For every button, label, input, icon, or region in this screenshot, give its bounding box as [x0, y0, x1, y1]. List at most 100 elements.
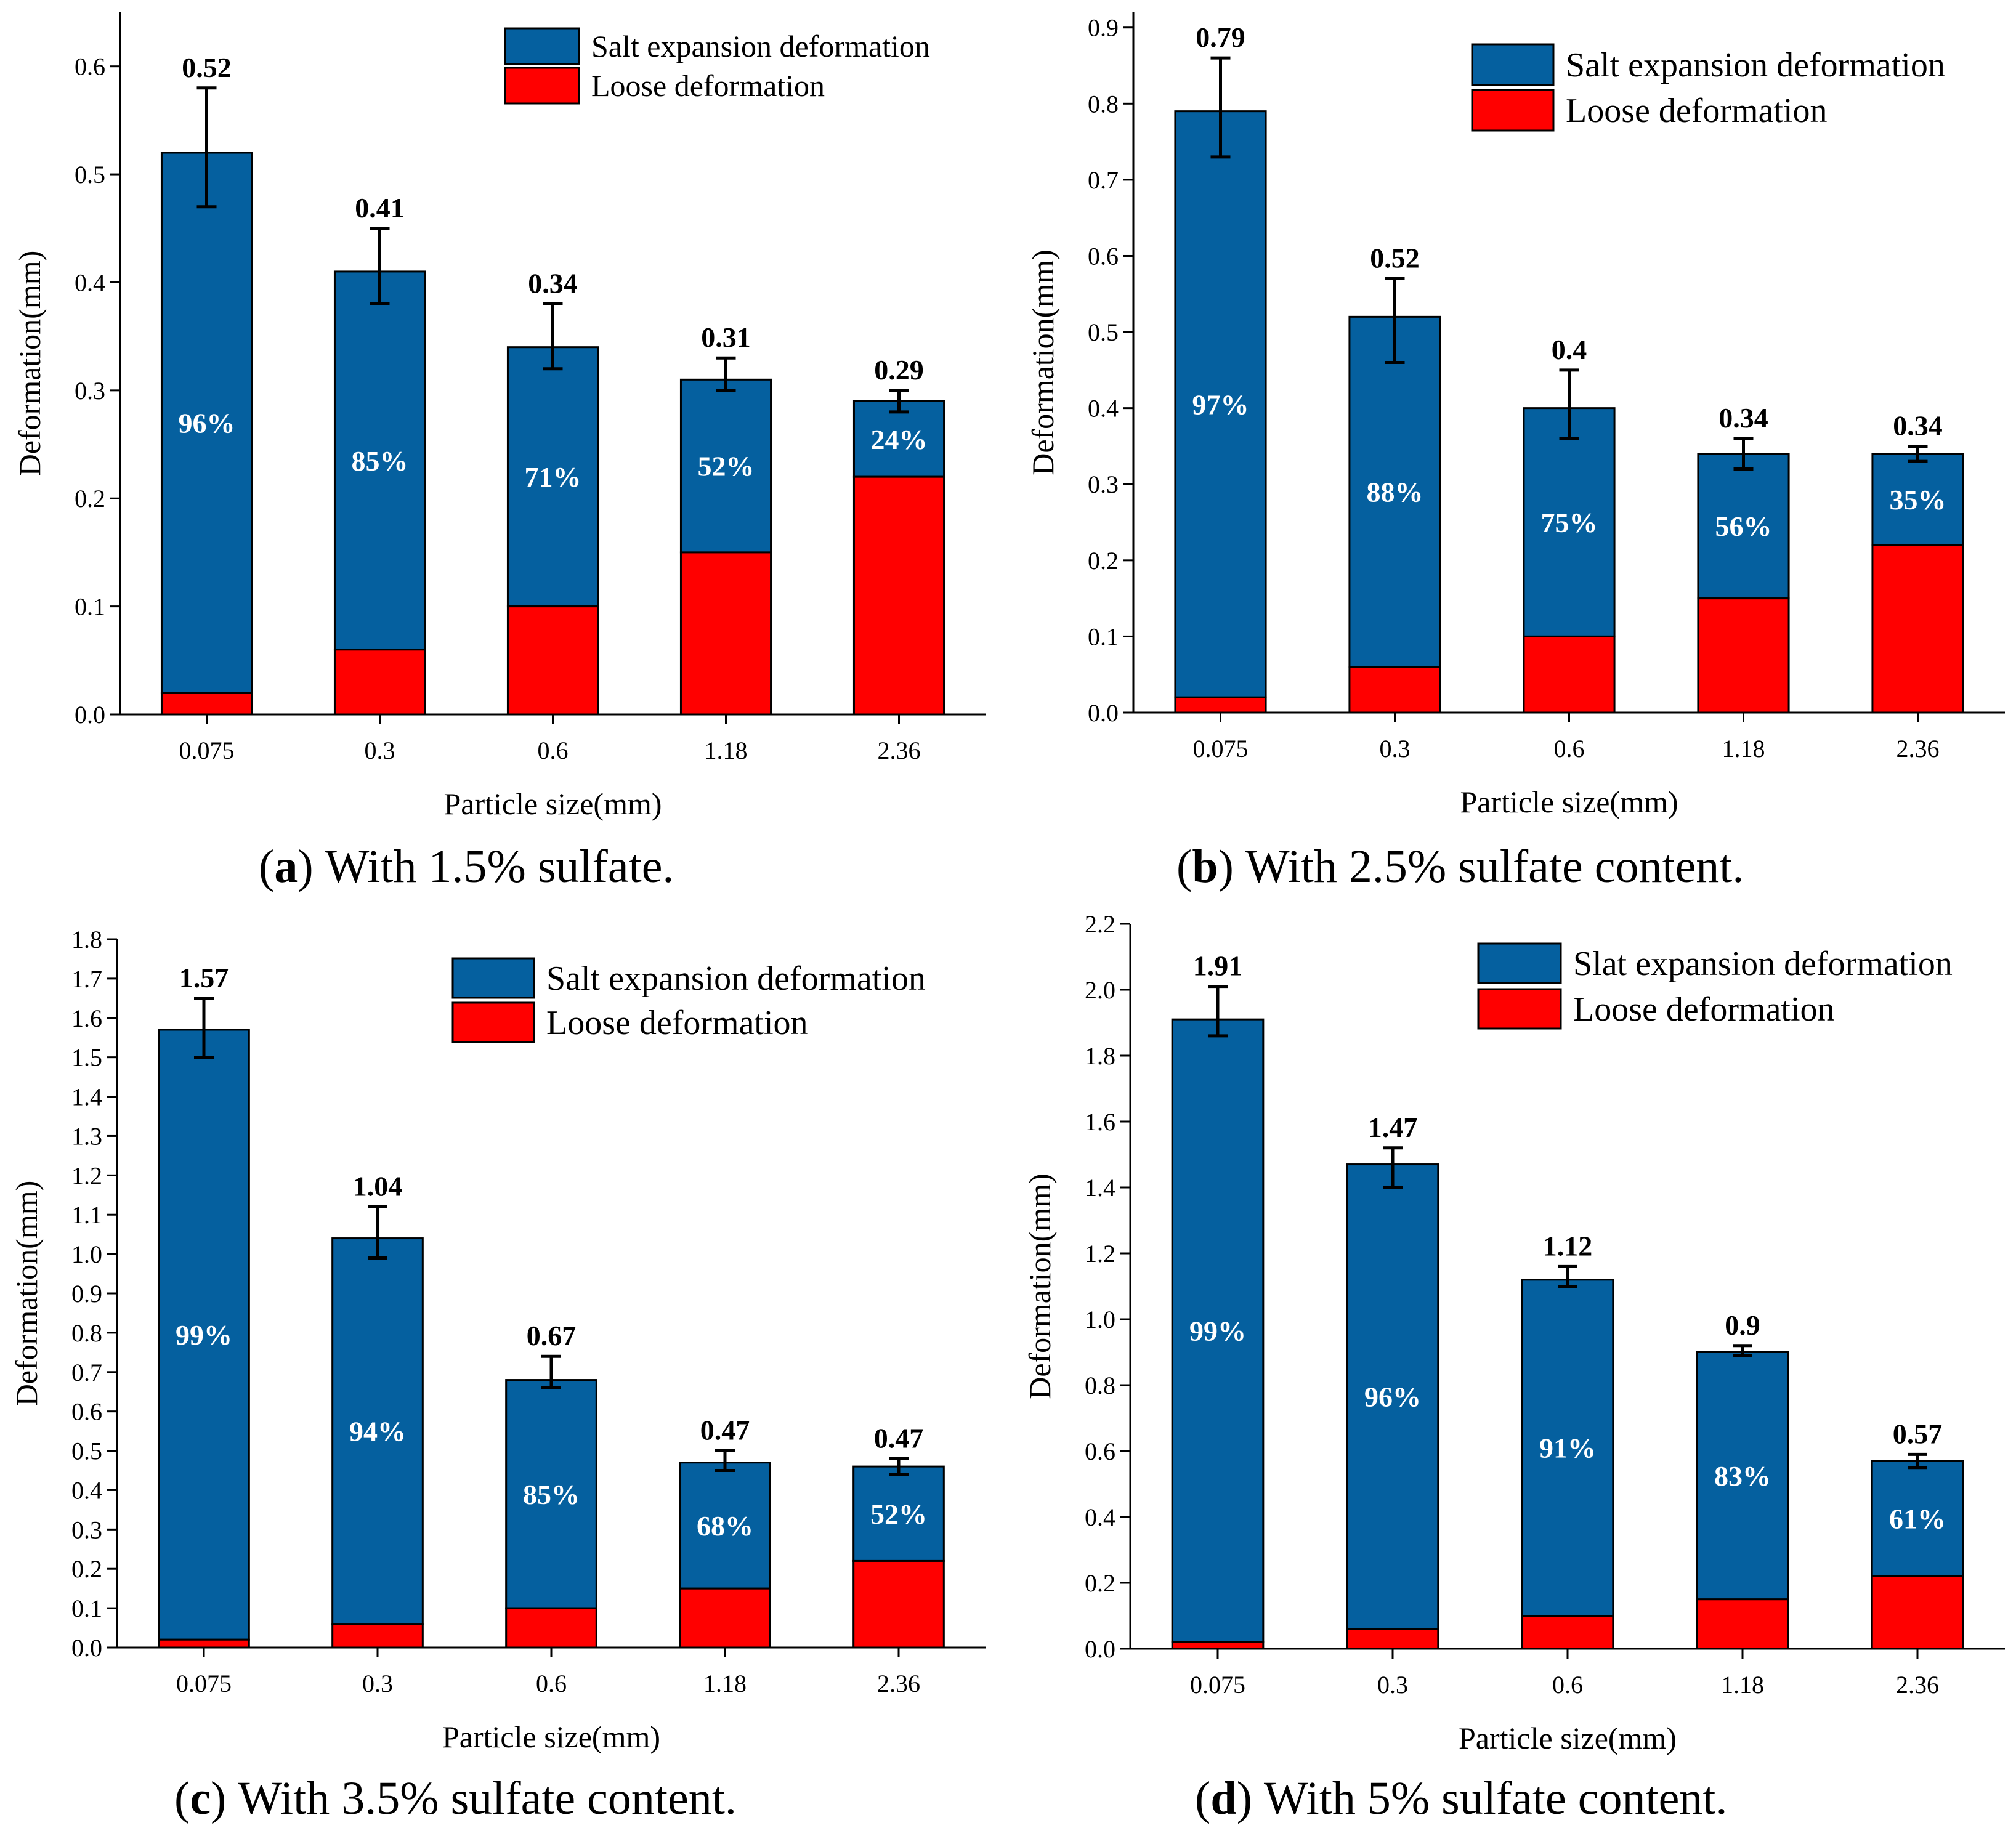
legend: Slat expansion deformation Loose deformat…	[1477, 942, 1953, 1030]
bar-loose	[331, 1623, 424, 1649]
percent-label: 85%	[352, 445, 408, 477]
caption-letter: c	[190, 1773, 211, 1824]
y-axis-title: Deformation(mm)	[1022, 1173, 1057, 1399]
percent-label: 52%	[698, 451, 755, 482]
total-value-label: 0.52	[182, 52, 232, 83]
x-tick-label: 0.3	[1377, 1671, 1408, 1699]
chart-panel-d: 0.0 0.2 0.4 0.6 0.8 1.0 1.2 1.4 1.6 1.8 2.0 2.2 1.91…	[1022, 910, 2005, 1824]
y-tick-label: 0.6	[75, 53, 105, 81]
percent-label: 56%	[1715, 511, 1772, 542]
bar-salt-expansion	[1696, 1351, 1789, 1601]
bar-salt-expansion	[160, 152, 253, 694]
total-value-label: 0.34	[528, 268, 578, 299]
y-tick-label: 0.4	[75, 269, 105, 296]
legend: Salt expansion deformation Loose deformat…	[504, 27, 930, 105]
caption-paren: (	[259, 841, 274, 892]
x-axis-title: Particle size(mm)	[443, 787, 662, 821]
caption-paren: (	[174, 1773, 190, 1824]
y-tick-label: 0.1	[75, 593, 105, 621]
legend-entry: Loose deformation	[1573, 990, 1835, 1029]
percent-label: 35%	[1890, 484, 1946, 516]
percent-label: 61%	[1889, 1503, 1946, 1535]
x-tick-label: 1.18	[705, 737, 748, 764]
legend-swatch-salt	[504, 27, 580, 65]
y-tick-label: 1.4	[71, 1083, 102, 1111]
percent-label: 94%	[349, 1416, 406, 1447]
total-value-label: 0.31	[701, 322, 751, 353]
chart-panel-b: 0.0 0.1 0.2 0.3 0.4 0.5 0.6 0.7 0.8 0.9 0.79 97% 0.0…	[1026, 12, 2005, 892]
bar-salt-expansion	[1871, 1460, 1964, 1577]
bar-loose	[679, 551, 772, 716]
y-tick-label: 1.1	[71, 1201, 102, 1229]
legend-entry: Slat expansion deformation	[1573, 945, 1953, 983]
y-tick-label: 1.2	[1085, 1240, 1115, 1268]
x-axis-title: Particle size(mm)	[1460, 785, 1678, 819]
y-tick-label: 1.2	[71, 1162, 102, 1189]
total-value-label: 0.52	[1370, 243, 1420, 274]
x-tick-label: 0.6	[538, 737, 569, 764]
panel-caption: (d) With 5% sulfate content.	[1195, 1773, 1727, 1824]
percent-label: 91%	[1539, 1433, 1596, 1464]
y-tick-label: 0.6	[71, 1398, 102, 1426]
total-value-label: 1.12	[1543, 1230, 1593, 1261]
y-tick-label: 0.0	[71, 1634, 102, 1662]
total-value-label: 0.57	[1893, 1418, 1943, 1449]
y-tick-label: 1.0	[1085, 1306, 1115, 1333]
bar-salt-expansion	[333, 270, 426, 651]
x-tick-label: 0.3	[365, 737, 395, 764]
x-tick-label: 2.36	[877, 1670, 920, 1697]
bar-loose	[1871, 544, 1964, 714]
legend: Salt expansion deformation Loose deformat…	[451, 957, 926, 1043]
panel-caption: (b) With 2.5% sulfate content.	[1176, 841, 1744, 892]
y-tick-label: 0.0	[1085, 1635, 1115, 1663]
y-tick-label: 0.8	[71, 1319, 102, 1347]
caption-paren: (	[1176, 841, 1192, 892]
legend-entry: Loose deformation	[1566, 92, 1828, 130]
bar-salt-expansion	[1346, 1163, 1439, 1630]
y-tick-label: 1.4	[1085, 1174, 1115, 1202]
caption-text: With 3.5% sulfate content.	[226, 1773, 737, 1824]
bar-loose	[1871, 1575, 1964, 1650]
caption-paren: )	[1237, 1773, 1252, 1824]
x-tick-label: 0.6	[1554, 735, 1585, 762]
y-tick-label: 0.8	[1088, 90, 1119, 118]
y-tick-label: 0.8	[1085, 1372, 1115, 1399]
x-tick-label: 2.36	[1896, 1671, 1939, 1699]
caption-text: With 1.5% sulfate.	[314, 841, 674, 892]
bar-salt-expansion	[1171, 1018, 1265, 1643]
legend-entry: Loose deformation	[546, 1004, 808, 1042]
y-tick-label: 0.7	[1088, 166, 1119, 194]
x-tick-label: 0.075	[176, 1670, 232, 1697]
legend-swatch-salt	[1471, 43, 1555, 86]
caption-paren: )	[298, 841, 313, 892]
percent-label: 52%	[870, 1498, 927, 1530]
legend: Salt expansion deformation Loose deformat…	[1471, 43, 1945, 132]
bar-salt-expansion	[1871, 453, 1964, 546]
percent-label: 71%	[525, 461, 581, 493]
y-tick-label: 1.3	[71, 1122, 102, 1150]
total-value-label: 1.91	[1193, 950, 1243, 982]
bar-loose	[1171, 1641, 1265, 1650]
panel-caption: (a) With 1.5% sulfate.	[259, 841, 674, 892]
bar-loose	[333, 649, 426, 716]
percent-label: 96%	[179, 407, 235, 439]
total-value-label: 0.67	[527, 1320, 577, 1351]
x-tick-label: 0.6	[1552, 1671, 1583, 1699]
legend-swatch-loose	[1471, 89, 1555, 132]
bar-salt-expansion	[1521, 1279, 1614, 1617]
caption-letter: a	[274, 841, 298, 892]
y-tick-label: 0.4	[1088, 395, 1119, 423]
caption-paren: )	[211, 1773, 226, 1824]
percent-label: 96%	[1364, 1381, 1421, 1413]
y-tick-label: 0.2	[71, 1555, 102, 1583]
bar-loose	[1521, 1615, 1614, 1650]
legend-entry: Salt expansion deformation	[591, 29, 930, 63]
x-tick-label: 0.075	[1193, 735, 1249, 762]
bar-salt-expansion	[1348, 315, 1441, 668]
bar-loose	[679, 1587, 771, 1649]
y-tick-label: 0.1	[1088, 623, 1119, 650]
percent-label: 99%	[176, 1319, 232, 1351]
y-tick-label: 0.0	[1088, 699, 1119, 727]
total-value-label: 0.4	[1552, 334, 1587, 365]
bar-loose	[506, 605, 599, 716]
